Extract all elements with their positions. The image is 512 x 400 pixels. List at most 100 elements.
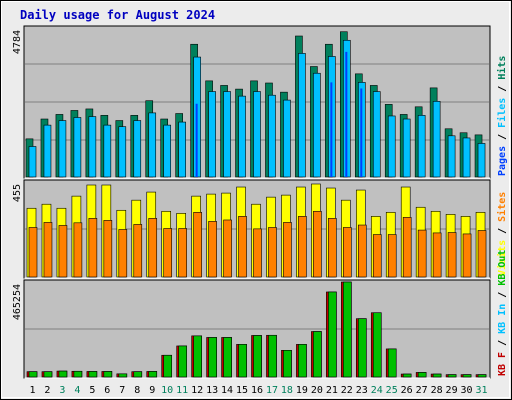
x-tick-label: 11 — [176, 385, 188, 396]
bar-pages — [345, 51, 348, 177]
x-tick-label: 27 — [416, 385, 428, 396]
bar-files — [148, 112, 157, 178]
bar-files — [163, 124, 172, 178]
bar-sites — [357, 224, 367, 278]
bar-sites — [223, 219, 232, 278]
x-tick-label: 13 — [206, 385, 218, 396]
bar-sites — [163, 228, 173, 278]
x-tick-label: 5 — [89, 385, 95, 396]
legend-entry: Pages — [497, 146, 508, 176]
bars-kbytes — [26, 281, 487, 378]
bar-files — [253, 91, 261, 178]
bar-kbytes — [313, 331, 322, 378]
x-tick-label: 28 — [431, 385, 443, 396]
axis-max-label: 4784 — [12, 30, 23, 54]
legend-kbytes: KB F / KB In / KB Out — [497, 250, 508, 376]
bar-sites — [283, 222, 292, 278]
x-tick-label: 19 — [296, 385, 308, 396]
x-tick-label: 14 — [221, 385, 233, 396]
bar-sites — [73, 222, 83, 278]
legend-entry: Visits — [496, 240, 508, 276]
bar-files — [298, 53, 306, 178]
bar-sites — [343, 227, 352, 278]
legend-separator: / — [497, 222, 508, 240]
bar-pages — [360, 88, 363, 177]
bar-sites — [477, 230, 487, 278]
bar-sites — [402, 217, 412, 278]
bar-sites — [372, 234, 382, 278]
bar-files — [28, 146, 37, 178]
panel-kbytes: 465254 KB F / KB In / KB Out — [12, 250, 508, 379]
x-tick-label: 12 — [191, 385, 203, 396]
bar-kbytes — [133, 371, 143, 378]
panel-hits: 4784 Pages / Files / Hits — [12, 25, 508, 179]
bar-sites — [58, 225, 68, 278]
bar-sites — [313, 210, 322, 278]
x-tick-label: 23 — [356, 385, 368, 396]
bar-sites — [118, 229, 128, 278]
bar-kbytes — [148, 371, 158, 378]
x-tick-label: 6 — [104, 385, 110, 396]
bar-kbytes — [328, 291, 337, 378]
chart-title: Daily usage for August 2024 — [20, 8, 215, 22]
bar-files — [432, 101, 441, 178]
legend-separator: / — [497, 286, 508, 304]
bar-files — [417, 115, 426, 178]
bar-files — [447, 135, 456, 178]
x-tick-label: 9 — [149, 385, 155, 396]
legend-entry: Files — [496, 98, 508, 128]
bar-files — [133, 120, 142, 178]
bar-kbytes — [238, 344, 247, 378]
bar-sites — [43, 222, 53, 278]
bar-sites — [148, 218, 158, 278]
bar-files — [118, 126, 127, 178]
bar-kbytes — [268, 334, 277, 378]
panel-visits: 455 Visits / Sites — [12, 179, 508, 279]
bar-files — [477, 143, 486, 178]
bar-pages — [330, 82, 333, 177]
bar-kbytes — [283, 350, 292, 378]
bar-sites — [328, 218, 337, 278]
legend-entry: Hits — [496, 56, 508, 80]
bar-sites — [178, 228, 187, 278]
legend-entry: KB In — [497, 304, 508, 334]
bar-kbytes — [28, 371, 38, 378]
x-tick-label: 10 — [161, 385, 173, 396]
bars-hits — [25, 31, 486, 178]
axis-max-label: 455 — [12, 184, 23, 202]
legend-entry: Sites — [496, 192, 508, 222]
bar-sites — [28, 227, 38, 278]
bar-kbytes — [118, 373, 128, 378]
x-tick-label: 26 — [401, 385, 413, 396]
bar-kbytes — [73, 370, 83, 378]
x-tick-label: 18 — [281, 385, 293, 396]
bar-kbytes — [223, 337, 232, 378]
bar-files — [58, 120, 67, 178]
bar-files — [73, 117, 82, 178]
x-tick-label: 1 — [29, 385, 35, 396]
bar-files — [283, 99, 291, 178]
x-tick-label: 29 — [446, 385, 458, 396]
x-tick-label: 3 — [59, 385, 65, 396]
bar-sites — [447, 232, 457, 278]
x-tick-label: 4 — [74, 385, 80, 396]
x-tick-label: 16 — [251, 385, 263, 396]
bar-sites — [298, 216, 307, 278]
x-tick-label: 15 — [236, 385, 248, 396]
bar-pages — [195, 103, 198, 177]
bar-kbytes — [357, 318, 367, 378]
bar-files — [88, 116, 97, 178]
legend-separator: / — [497, 80, 508, 98]
bar-kbytes — [432, 373, 442, 378]
x-tick-label: 21 — [326, 385, 338, 396]
legend-hits: Pages / Files / Hits — [496, 56, 508, 176]
bar-sites — [387, 234, 397, 278]
bar-kbytes — [208, 337, 217, 378]
bar-files — [43, 124, 52, 178]
x-tick-label: 24 — [371, 385, 383, 396]
bar-kbytes — [88, 371, 98, 378]
bar-sites — [208, 221, 217, 278]
bar-kbytes — [462, 374, 472, 378]
bar-sites — [88, 218, 98, 278]
